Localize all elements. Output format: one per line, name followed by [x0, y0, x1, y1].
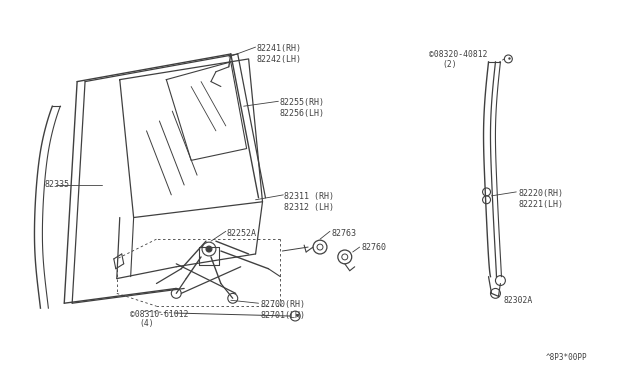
Text: 82311 (RH)
82312 (LH): 82311 (RH) 82312 (LH) [284, 192, 334, 212]
Text: 82255(RH)
82256(LH): 82255(RH) 82256(LH) [279, 98, 324, 118]
Text: 82760: 82760 [362, 243, 387, 251]
Circle shape [206, 246, 212, 252]
Text: 82252A: 82252A [227, 230, 257, 238]
Text: (2): (2) [442, 60, 456, 69]
Text: ©08310-61012: ©08310-61012 [130, 310, 188, 318]
Text: 82700(RH)
82701(LH): 82700(RH) 82701(LH) [260, 300, 305, 320]
Text: 82220(RH)
82221(LH): 82220(RH) 82221(LH) [518, 189, 563, 209]
Text: 82241(RH)
82242(LH): 82241(RH) 82242(LH) [257, 44, 301, 64]
Text: 82335: 82335 [44, 180, 69, 189]
Text: 82302A: 82302A [504, 296, 532, 305]
Text: 82763: 82763 [332, 230, 357, 238]
Text: ^8P3*00PP: ^8P3*00PP [546, 353, 588, 362]
Text: (4): (4) [140, 320, 154, 328]
Text: ©08320-40812: ©08320-40812 [429, 49, 488, 58]
